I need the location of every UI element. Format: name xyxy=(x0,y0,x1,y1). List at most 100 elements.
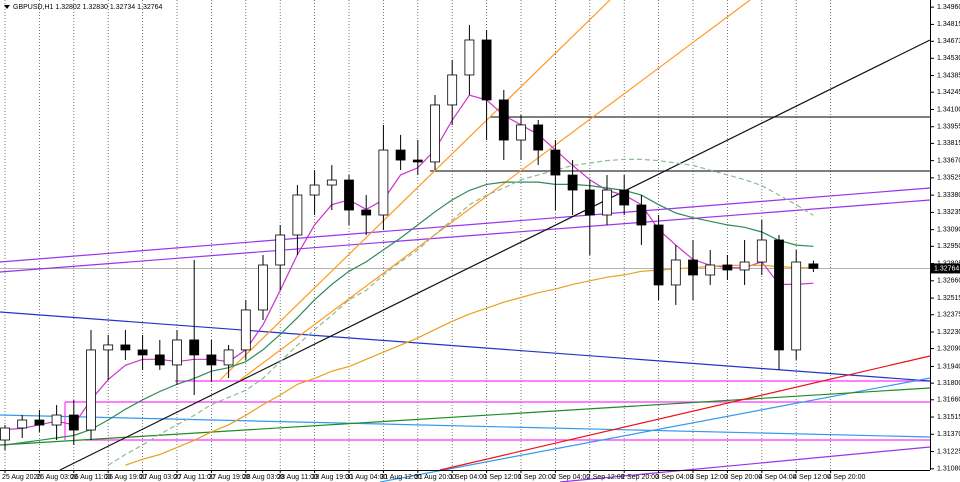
candle-body xyxy=(412,159,423,163)
y-tick-label: 1.31660 xyxy=(937,397,960,404)
x-tick-label: 4 Sep 04:00 xyxy=(759,474,797,481)
candle-body xyxy=(103,344,114,351)
x-tick-label: 2 Sep 20:00 xyxy=(621,474,659,481)
x-tick-label: 27 Aug 19:00 xyxy=(208,474,249,481)
y-tick-label: 1.34673 xyxy=(937,38,960,45)
candle-body xyxy=(0,427,10,441)
x-tick-label: 26 Aug 11:00 xyxy=(71,474,112,481)
candle-body xyxy=(653,224,664,286)
x-tick-label: 3 Sep 20:00 xyxy=(724,474,762,481)
y-tick-label: 1.31225 xyxy=(937,448,960,455)
x-tick-label: 27 Aug 03:00 xyxy=(140,474,181,481)
candle-body xyxy=(326,179,337,186)
candle-body xyxy=(34,419,45,426)
y-tick-label: 1.31800 xyxy=(937,380,960,387)
x-tick-label: 1 Sep 04:00 xyxy=(449,474,487,481)
y-tick-label: 1.32515 xyxy=(937,295,960,302)
current-price-box xyxy=(931,263,960,274)
x-tick-label: 3 Sep 04:00 xyxy=(656,474,694,481)
candle-body xyxy=(584,189,595,216)
candle-body xyxy=(378,149,389,216)
trend-line xyxy=(0,199,931,273)
y-tick-label: 1.34100 xyxy=(937,106,960,113)
x-tick-label: 1 Sep 12:00 xyxy=(484,474,522,481)
candle-body xyxy=(240,309,251,351)
y-tick-label: 1.33525 xyxy=(937,175,960,182)
candle-body xyxy=(309,184,320,196)
y-tick-label: 1.33670 xyxy=(937,157,960,164)
y-tick-label: 1.33380 xyxy=(937,192,960,199)
x-tick-label: 25 Aug 2020 xyxy=(2,474,41,481)
y-tick-label: 1.34245 xyxy=(937,89,960,96)
candle-body xyxy=(68,414,79,431)
candle-body xyxy=(464,39,475,76)
y-tick-label: 1.31080 xyxy=(937,466,960,473)
candle-body xyxy=(361,209,372,216)
x-tick-label: 27 Aug 11:00 xyxy=(174,474,215,481)
x-tick-label: 28 Aug 19:00 xyxy=(312,474,353,481)
candle-body xyxy=(516,124,526,141)
candle-body xyxy=(533,124,544,151)
candle-body xyxy=(756,239,767,263)
candle-body xyxy=(670,259,681,286)
y-tick-label: 1.33235 xyxy=(937,209,960,216)
y-tick-label: 1.32230 xyxy=(937,329,960,336)
y-tick-label: 1.34960 xyxy=(937,4,960,11)
y-tick-label: 1.34530 xyxy=(937,55,960,62)
candle-body xyxy=(567,174,578,191)
candle-body xyxy=(636,204,647,226)
y-tick-label: 1.34385 xyxy=(937,72,960,79)
candle-body xyxy=(705,264,716,276)
moving-average xyxy=(107,158,814,466)
trend-line xyxy=(239,0,751,381)
x-tick-label: 4 Sep 12:00 xyxy=(793,474,831,481)
candle-body xyxy=(137,349,148,356)
trend-line xyxy=(0,311,931,382)
trend-line xyxy=(439,355,931,471)
x-tick-label: 3 Sep 12:00 xyxy=(690,474,728,481)
candle-body xyxy=(498,99,509,141)
trend-line xyxy=(0,187,931,263)
x-tick-label: 28 Aug 03:00 xyxy=(243,474,284,481)
trend-line xyxy=(0,387,931,446)
y-tick-label: 1.32090 xyxy=(937,345,960,352)
y-tick-label: 1.32950 xyxy=(937,243,960,250)
y-tick-label: 1.31370 xyxy=(937,431,960,438)
y-tick-label: 1.33090 xyxy=(937,226,960,233)
candle-body xyxy=(430,104,440,163)
candle-body xyxy=(86,349,96,431)
moving-average xyxy=(4,94,814,431)
x-tick-label: 31 Aug 04:00 xyxy=(346,474,387,481)
y-tick-label: 1.33815 xyxy=(937,140,960,147)
trend-line xyxy=(0,414,931,438)
candle-body xyxy=(791,261,802,351)
y-tick-label: 1.31940 xyxy=(937,363,960,370)
candle-body xyxy=(550,149,561,176)
y-tick-label: 1.33955 xyxy=(937,124,960,131)
candle-body xyxy=(395,149,406,161)
y-tick-label: 1.32375 xyxy=(937,312,960,319)
candle-body xyxy=(154,354,165,366)
x-tick-label: 4 Sep 20:00 xyxy=(828,474,866,481)
candle-body xyxy=(774,239,784,351)
x-tick-label: 2 Sep 04:00 xyxy=(552,474,590,481)
candle-body xyxy=(344,179,354,211)
trend-line xyxy=(59,39,931,471)
candle-body xyxy=(688,259,698,276)
current-price-label: 1.32764 xyxy=(934,265,959,272)
candle-body xyxy=(602,189,612,216)
candle-body xyxy=(189,339,200,356)
chart-title: GBPUSD,H1 1.32802 1.32830 1.32734 1.3276… xyxy=(13,4,163,11)
axis-labels: 1.34960 1.34815 1.34673 1.34530 1.34385 1.342… xyxy=(2,4,960,481)
x-tick-label: 31 Aug 20:00 xyxy=(415,474,456,481)
menu-icon[interactable] xyxy=(4,5,10,9)
x-tick-label: 28 Aug 11:00 xyxy=(277,474,318,481)
x-tick-label: 26 Aug 19:00 xyxy=(105,474,146,481)
candle-body xyxy=(258,264,268,311)
moving-average xyxy=(125,264,814,466)
x-tick-label: 1 Sep 20:00 xyxy=(518,474,556,481)
candle-body xyxy=(51,414,62,426)
y-tick-label: 1.34815 xyxy=(937,21,960,28)
indicator-lines xyxy=(4,94,814,466)
